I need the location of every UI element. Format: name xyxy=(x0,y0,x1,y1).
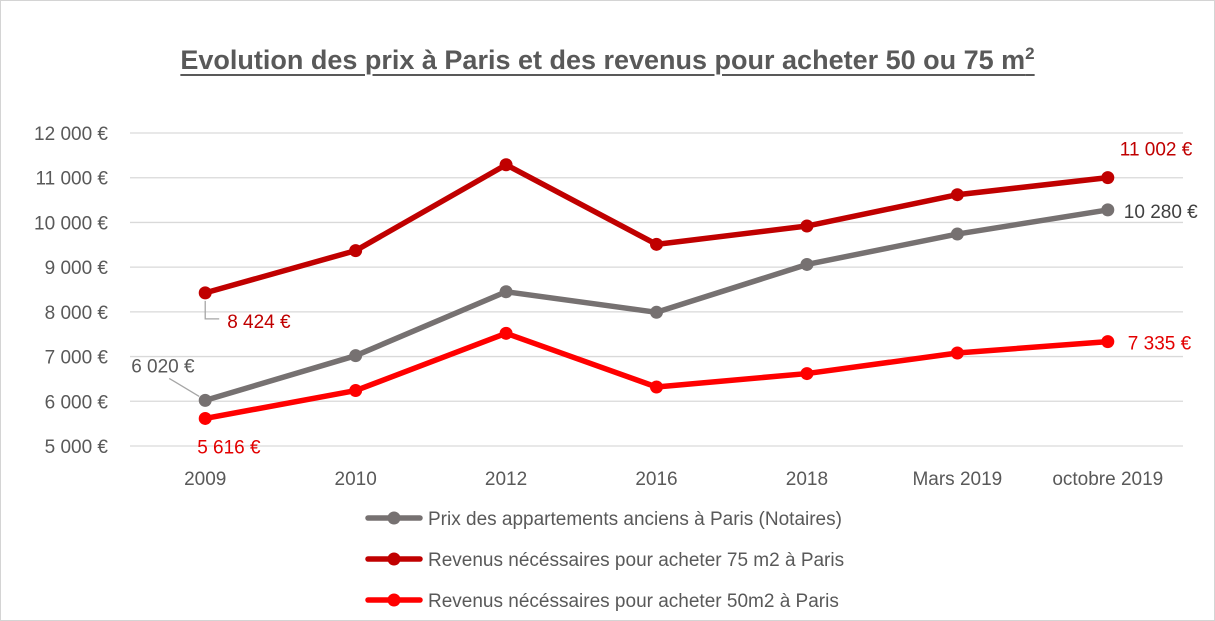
series-line-2 xyxy=(202,161,1111,296)
x-tick-label: 2018 xyxy=(786,469,828,490)
data-point xyxy=(950,188,964,202)
legend-swatch-marker xyxy=(387,593,401,607)
data-label: 6 020 € xyxy=(131,356,195,377)
data-point xyxy=(650,237,663,251)
data-point xyxy=(1101,203,1115,217)
series-lines xyxy=(198,158,1115,425)
x-tick-label: 2010 xyxy=(335,469,377,490)
x-tick-label: 2016 xyxy=(635,469,677,490)
y-tick-label: 11 000 € xyxy=(35,169,108,190)
data-point xyxy=(800,257,814,271)
data-point xyxy=(349,349,363,363)
chart-title-text: Evolution des prix à Paris et des revenu… xyxy=(180,45,1026,75)
chart-title: Evolution des prix à Paris et des revenu… xyxy=(180,44,1035,75)
y-tick-label: 12 000 € xyxy=(34,124,108,145)
series-line-3 xyxy=(202,330,1111,422)
data-point xyxy=(1101,171,1115,185)
legend-label: Revenus nécéssaires pour acheter 75 m2 à… xyxy=(428,550,844,571)
data-label: 10 280 € xyxy=(1124,202,1198,223)
legend: Prix des appartements anciens à Paris (N… xyxy=(365,509,844,612)
y-tick-label: 5 000 € xyxy=(45,437,109,458)
y-axis-ticks: 12 000 € 11 000 € 10 000 € 9 000 € 8 000 € 7 … xyxy=(34,124,108,458)
data-point xyxy=(349,384,363,398)
y-tick-label: 10 000 € xyxy=(34,213,108,234)
x-tick-label: Mars 2019 xyxy=(912,469,1002,490)
x-tick-label: octobre 2019 xyxy=(1052,469,1163,490)
data-label: 7 335 € xyxy=(1128,334,1192,355)
data-label: 5 616 € xyxy=(197,437,261,458)
legend-label: Revenus nécéssaires pour acheter 50m2 à … xyxy=(428,591,839,612)
y-tick-label: 7 000 € xyxy=(45,348,109,369)
x-tick-label: 2009 xyxy=(184,469,226,490)
data-point xyxy=(349,244,363,258)
chart-title-wrap: Evolution des prix à Paris et des revenu… xyxy=(0,44,1215,76)
data-point xyxy=(1101,335,1115,349)
data-point xyxy=(800,367,814,381)
legend-swatch-marker xyxy=(387,511,401,525)
data-point xyxy=(499,326,513,340)
data-label: 11 002 € xyxy=(1120,140,1193,161)
x-tick-label: 2012 xyxy=(485,469,527,490)
label-leader-line xyxy=(204,300,220,320)
data-point xyxy=(950,346,964,360)
data-point xyxy=(650,380,663,394)
label-leader-line xyxy=(168,377,200,397)
data-point xyxy=(499,158,513,172)
chart-title-superscript: 2 xyxy=(1025,44,1035,63)
data-point xyxy=(198,286,212,300)
y-tick-label: 6 000 € xyxy=(45,392,109,413)
legend-swatch-marker xyxy=(387,552,401,566)
data-point xyxy=(499,285,513,299)
data-label: 8 424 € xyxy=(227,312,291,333)
data-point xyxy=(198,393,212,407)
y-tick-label: 8 000 € xyxy=(45,303,109,324)
data-point xyxy=(198,411,212,425)
legend-label: Prix des appartements anciens à Paris (N… xyxy=(428,509,842,530)
gridlines xyxy=(130,132,1183,447)
y-tick-label: 9 000 € xyxy=(45,258,109,279)
data-labels: 6 020 € 10 280 € 8 424 € 11 002 € 5 616 € 7 3… xyxy=(131,140,1198,459)
x-axis-ticks: 2009 2010 2012 2016 2018 Mars 2019 octobre 201… xyxy=(184,469,1163,490)
data-point xyxy=(950,227,964,241)
data-point xyxy=(800,219,814,233)
data-point xyxy=(650,305,663,319)
